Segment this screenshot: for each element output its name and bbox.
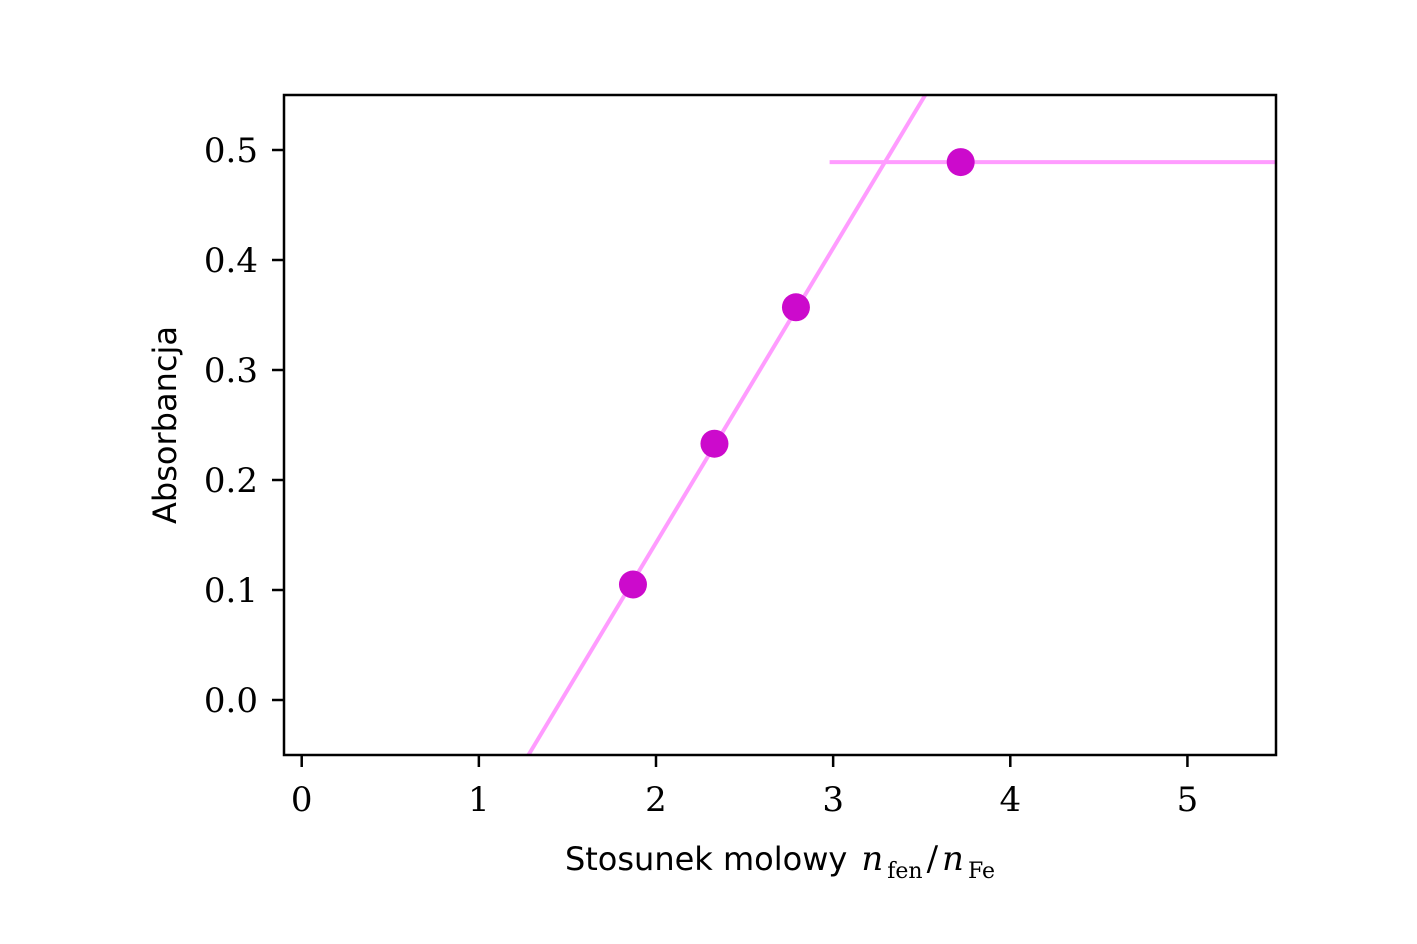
x-axis-math-slash: / (927, 839, 939, 879)
fit-lines (526, 95, 1276, 755)
x-tick-label-5: 5 (1177, 780, 1199, 820)
data-points (618, 148, 975, 599)
data-point-2 (700, 429, 729, 458)
data-point-1 (618, 570, 647, 599)
x-axis-math-n1: n (861, 839, 883, 879)
x-axis-label: Stosunek molowy n fen / n Fe (565, 839, 995, 884)
x-tick-label-1: 1 (468, 780, 490, 820)
fit-line-1 (526, 95, 927, 755)
data-point-4 (946, 148, 975, 177)
y-tick-label-4: 0.4 (204, 241, 258, 281)
x-axis-label-text: Stosunek molowy (565, 840, 847, 878)
x-axis-math-sub2: Fe (968, 859, 995, 884)
plot-frame (282, 93, 1278, 757)
x-tick-label-3: 3 (822, 780, 844, 820)
y-tick-label-0: 0.0 (204, 681, 258, 721)
y-tick-label-3: 0.3 (204, 351, 258, 391)
x-axis-math-sub1: fen (887, 859, 922, 884)
axis-ticks: 0 1 2 3 4 5 0.0 0.1 0.2 0.3 0.4 0.5 (204, 131, 1198, 820)
x-axis-math-n2: n (942, 839, 964, 879)
y-tick-label-5: 0.5 (204, 131, 258, 171)
x-tick-label-2: 2 (645, 780, 667, 820)
y-axis-label: Absorbancja (146, 326, 184, 524)
y-tick-label-2: 0.2 (204, 461, 258, 501)
y-tick-label-1: 0.1 (204, 571, 258, 611)
data-point-3 (781, 293, 810, 322)
x-tick-label-0: 0 (291, 780, 313, 820)
x-tick-label-4: 4 (999, 780, 1021, 820)
